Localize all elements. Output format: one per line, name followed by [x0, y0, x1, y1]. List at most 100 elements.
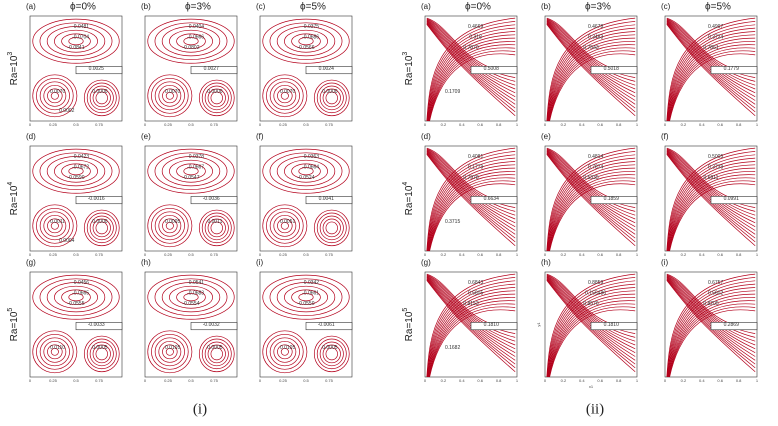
panel: 0.4081 0.1779 0.7978 0.6634 0.3715 0 0.2 0.4 0.6… — [424, 145, 519, 257]
contour — [428, 47, 516, 122]
contour — [428, 303, 516, 378]
x-tick-label: 0 — [424, 122, 427, 127]
contour — [298, 293, 314, 302]
contour — [547, 31, 636, 122]
baffle — [305, 322, 353, 331]
contour — [428, 300, 516, 378]
contour — [546, 22, 636, 105]
contour — [36, 207, 74, 244]
x-tick-label: 0.2 — [441, 252, 447, 257]
baffle — [190, 322, 238, 331]
contour — [273, 84, 297, 107]
panel: -0.0342 -0.0661 -0.0550 -0.0061 0.0105 0.0005… — [259, 271, 353, 383]
contour — [165, 347, 174, 356]
x-tick-label: 0 — [144, 122, 147, 127]
contour — [198, 79, 235, 117]
contour-label: -0.0664 — [302, 164, 319, 170]
contour — [183, 293, 199, 302]
contour — [428, 180, 516, 252]
contour — [325, 91, 338, 105]
panel-label: (e) — [541, 132, 551, 141]
contour — [666, 279, 756, 369]
contour-label: 0.8153 — [463, 301, 479, 307]
contour — [161, 282, 221, 313]
contour — [548, 41, 636, 122]
contour — [32, 330, 78, 374]
panel-label: (c) — [256, 2, 266, 11]
contour-label: -0.0423 — [72, 154, 89, 160]
x-tick-label: 0 — [424, 378, 427, 383]
contour — [269, 152, 343, 190]
x-tick-label: 1 — [636, 122, 639, 127]
contour — [669, 309, 756, 378]
contour — [147, 274, 235, 320]
contour — [162, 344, 178, 360]
contour — [426, 22, 516, 105]
contour — [548, 47, 636, 122]
contour — [161, 156, 221, 187]
contour-label: 0.6634 — [484, 196, 500, 202]
contour-label: 0.6757 — [708, 280, 724, 286]
contour — [546, 279, 636, 365]
panel-label: (e) — [141, 132, 151, 141]
x-tick-label: 0 — [259, 252, 262, 257]
contour — [276, 282, 336, 313]
x-tick-label: 0 — [664, 122, 667, 127]
contour — [266, 207, 304, 244]
x-tick-label: 0.6 — [597, 378, 603, 383]
contour — [666, 149, 756, 216]
contour — [204, 85, 229, 111]
contour — [325, 347, 338, 361]
x-tick-label: 0 — [664, 378, 667, 383]
x-tick-label: 0.25 — [164, 378, 173, 383]
baffle — [590, 66, 638, 75]
contour — [262, 330, 308, 374]
column-header: ϕ=5% — [705, 2, 731, 13]
contour — [426, 279, 516, 365]
x-tick-label: 0 — [29, 122, 32, 127]
contour — [204, 341, 229, 367]
panel: 0.5005 0.3739 0.6911 0.0991 0 0.2 0.4 0.6 0.8 1 — [664, 145, 759, 257]
contour — [43, 84, 67, 107]
panel: -0.0404 -0.0666 -0.0802 0.0027 0.0070 0.0000 0… — [144, 15, 238, 127]
contour — [427, 31, 516, 122]
contour — [198, 209, 235, 247]
x-tick-label: 0 — [664, 252, 667, 257]
contour — [426, 280, 516, 373]
contour — [548, 180, 636, 252]
contour-label: 0.0002 — [59, 108, 75, 114]
baffle — [470, 322, 518, 331]
contour — [667, 161, 756, 252]
contour — [428, 171, 516, 252]
contour — [547, 157, 636, 252]
x-tick-label: 0.4 — [699, 252, 705, 257]
contour — [32, 74, 78, 118]
caption: (ii) — [586, 401, 604, 417]
contour — [548, 50, 636, 122]
x-tick-label: 0.2 — [561, 378, 567, 383]
contour — [147, 74, 193, 118]
contour-label: 0.0991 — [724, 196, 740, 202]
x-tick-label: 0 — [29, 252, 32, 257]
contour-label: 0.5005 — [708, 154, 724, 160]
contour — [46, 282, 106, 313]
x-tick-label: 0.4 — [459, 122, 465, 127]
baffle — [75, 196, 123, 205]
contour-label: -0.0802 — [183, 45, 200, 51]
contour-label: 0.5602 — [708, 290, 724, 296]
contour — [668, 303, 756, 378]
x-tick-label: 1 — [636, 252, 639, 257]
contour — [32, 204, 78, 248]
contour — [61, 33, 91, 49]
contour — [47, 88, 63, 104]
baffle — [305, 66, 353, 75]
contour — [68, 293, 84, 302]
baffle — [75, 66, 123, 75]
contour — [667, 157, 756, 252]
x-tick-label: 0.5 — [303, 378, 309, 383]
contour-label: -0.0456 — [72, 280, 89, 286]
contour-label: 0.0011 — [207, 219, 222, 225]
contour-label: 0.0005 — [322, 345, 338, 351]
contour — [86, 212, 117, 244]
x-tick-label: 0.25 — [164, 122, 173, 127]
